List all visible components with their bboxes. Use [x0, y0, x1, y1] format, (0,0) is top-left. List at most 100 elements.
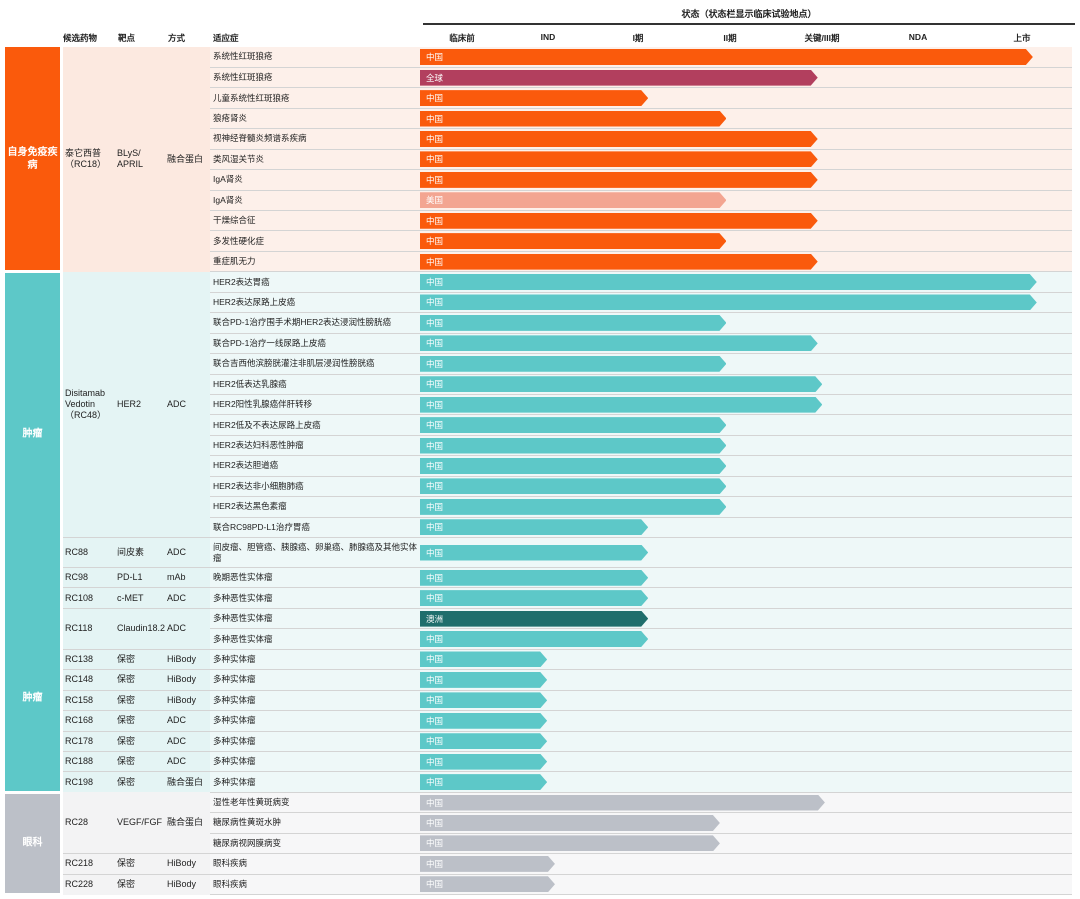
region-label: 中国 [426, 236, 444, 247]
indication: 多种实体瘤 [210, 669, 420, 691]
region-label: 中国 [426, 481, 444, 492]
indication: 狼疮肾炎 [210, 108, 420, 130]
status-track: 中国 [420, 312, 1072, 334]
gap [60, 47, 63, 272]
drug-target: 保密 [115, 751, 165, 773]
status-track: 中国 [420, 669, 1072, 691]
progress-bar: 中国 [420, 213, 818, 229]
status-track: 中国 [420, 87, 1072, 109]
region-label: 中国 [426, 593, 444, 604]
status-track: 中国 [420, 414, 1072, 436]
indication: 视神经脊髓炎频谱系疾病 [210, 128, 420, 150]
pipeline-row: 多发性硬化症 中国 [5, 230, 1080, 252]
drug-name: RC198 [63, 771, 115, 793]
progress-bar: 中国 [420, 111, 726, 127]
category-cell: 肿瘤 肿瘤 [5, 271, 60, 794]
indication: 儿童系统性红斑狼疮 [210, 87, 420, 109]
indication: HER2表达胃癌 [210, 271, 420, 293]
progress-bar: 中国 [420, 815, 720, 831]
region-label: 中国 [426, 654, 444, 665]
right-pad [1072, 537, 1080, 568]
right-pad [1072, 690, 1080, 711]
region-label: 中国 [426, 736, 444, 747]
progress-bar: 中国 [420, 795, 825, 811]
region-label: 中国 [426, 695, 444, 706]
indication: 多种恶性实体瘤 [210, 628, 420, 650]
right-pad [1072, 476, 1080, 497]
indication: 系统性红斑狼疮 [210, 47, 420, 68]
progress-bar: 中国 [420, 151, 818, 167]
region-label: 中国 [426, 858, 444, 869]
indication: 多发性硬化症 [210, 230, 420, 252]
status-track: 中国 [420, 833, 1072, 855]
status-track: 中国 [420, 455, 1072, 477]
pipeline-row: 狼疮肾炎 中国 [5, 108, 1080, 130]
right-pad [1072, 608, 1080, 629]
col-target: 靶点 [118, 33, 136, 43]
region-label: 中国 [426, 715, 444, 726]
right-pad [1072, 251, 1080, 272]
stage-phase1: I期 [632, 33, 644, 43]
status-track: 全球 [420, 67, 1072, 89]
indication: 多种恶性实体瘤 [210, 608, 420, 630]
drug-target: 间皮素 [115, 537, 165, 568]
region-label: 中国 [426, 547, 444, 558]
status-divider [423, 23, 1075, 25]
region-label: 中国 [426, 522, 444, 533]
status-track: 中国 [420, 537, 1072, 568]
drug-modality: ADC [165, 271, 210, 538]
region-label: 中国 [426, 460, 444, 471]
drug-name: RC158 [63, 690, 115, 712]
indication: HER2表达妇科恶性肿瘤 [210, 435, 420, 457]
progress-bar: 中国 [420, 631, 648, 647]
drug-name: RC168 [63, 710, 115, 732]
drug-target: 保密 [115, 710, 165, 732]
pipeline-row: RC138 保密 HiBody 多种实体瘤 中国 [5, 649, 1080, 671]
pipeline-row: 联合PD-1治疗一线尿路上皮癌 中国 [5, 333, 1080, 355]
progress-bar: 中国 [420, 376, 822, 392]
region-label: 中国 [426, 440, 444, 451]
progress-bar: 中国 [420, 90, 648, 106]
progress-bar: 中国 [420, 651, 547, 667]
right-pad [1072, 292, 1080, 313]
col-indication: 适应症 [213, 33, 239, 43]
right-pad [1072, 435, 1080, 456]
right-pad [1072, 710, 1080, 731]
region-label: 全球 [426, 72, 444, 83]
pipeline-row: RC168 保密 ADC 多种实体瘤 中国 [5, 710, 1080, 732]
region-label: 中国 [426, 113, 444, 124]
progress-bar: 中国 [420, 570, 648, 586]
progress-bar: 中国 [420, 294, 1037, 310]
status-track: 中国 [420, 271, 1072, 293]
status-track: 中国 [420, 628, 1072, 650]
status-track: 中国 [420, 649, 1072, 671]
status-track: 中国 [420, 210, 1072, 232]
indication: 晚期恶性实体瘤 [210, 567, 420, 589]
pipeline-row: IgA肾炎 中国 [5, 169, 1080, 191]
region-label: 中国 [426, 399, 444, 410]
progress-bar: 中国 [420, 672, 547, 688]
status-track: 中国 [420, 394, 1072, 416]
region-label: 中国 [426, 297, 444, 308]
category-label: 眼科 [22, 837, 43, 849]
pipeline-row: HER2阳性乳腺癌伴肝转移 中国 [5, 394, 1080, 416]
stage-nda: NDA [908, 32, 928, 42]
progress-bar: 中国 [420, 356, 726, 372]
pipeline-row: 自身免疫疾病 泰它西普（RC18） BLyS/ APRIL 融合蛋白 系统性红斑狼疮 中国 [5, 47, 1080, 274]
indication: 糖尿病视网膜病变 [210, 833, 420, 855]
status-track: 中国 [420, 710, 1072, 732]
pipeline-row: RC228 保密 HiBody 眼科疾病 中国 [5, 874, 1080, 896]
indication: HER2表达黑色素瘤 [210, 496, 420, 518]
indication: HER2低及不表达尿路上皮癌 [210, 414, 420, 436]
pipeline-row: IgA肾炎 美国 [5, 190, 1080, 212]
right-pad [1072, 517, 1080, 538]
progress-bar: 中国 [420, 417, 726, 433]
drug-name: RC138 [63, 649, 115, 671]
drug-modality: HiBody [165, 874, 210, 895]
region-label: 中国 [426, 174, 444, 185]
indication: 联合吉西他滨膀胱灌注非肌层浸润性膀胱癌 [210, 353, 420, 375]
indication: 眼科疾病 [210, 853, 420, 875]
status-track: 美国 [420, 190, 1072, 212]
drug-name: RC228 [63, 874, 115, 895]
progress-bar: 中国 [420, 315, 726, 331]
